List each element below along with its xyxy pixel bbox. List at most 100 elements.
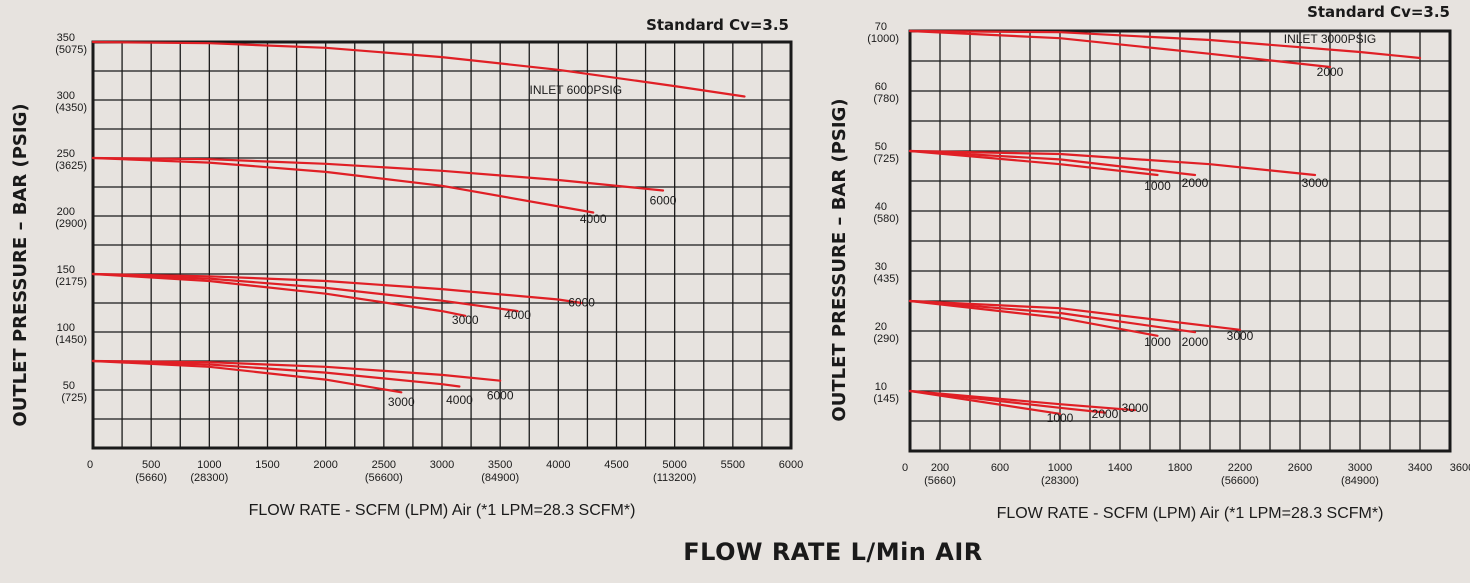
y-tick-sublabel: (5075)	[55, 44, 87, 56]
x-tick-sublabel: (28300)	[1041, 475, 1079, 487]
series-line	[91, 40, 746, 98]
x-tick-label: 2200	[1228, 462, 1252, 474]
y-tick-label: 300	[57, 90, 75, 102]
x-tick-label: 4500	[604, 459, 628, 471]
x-tick-label: 4000	[546, 459, 570, 471]
y-tick-label: 30	[875, 261, 887, 273]
x-tick-label: 5000	[662, 459, 686, 471]
series-line	[908, 29, 1332, 69]
y-tick-label: 150	[57, 264, 75, 276]
series-label: 6000	[487, 388, 514, 402]
x-tick-label: 3400	[1408, 462, 1432, 474]
series-label: 4000	[580, 212, 607, 226]
grid-lines	[909, 30, 1451, 452]
x-tick-sublabel: (5660)	[924, 475, 956, 487]
y-tick-sublabel: (290)	[873, 333, 899, 345]
series-line	[908, 149, 1317, 177]
y-tick-sublabel: (2900)	[55, 218, 87, 230]
x-tick-sublabel: (5660)	[135, 472, 167, 484]
series-label: 3000	[1122, 401, 1149, 415]
series-line	[91, 156, 665, 192]
series-line	[91, 272, 519, 313]
series-line	[908, 29, 1422, 60]
x-axis-label: FLOW RATE - SCFM (LPM) Air (*1 LPM=28.3 …	[997, 505, 1384, 522]
x-tick-label: 2600	[1288, 462, 1312, 474]
series-label: 4000	[446, 393, 473, 407]
series-label: 3000	[388, 395, 415, 409]
x-tick-sublabel: (84900)	[481, 472, 519, 484]
series-line	[908, 389, 1107, 414]
x-tick-label: 500	[142, 459, 160, 471]
series-line	[91, 359, 461, 388]
series-line	[908, 389, 1137, 412]
inlet-annotation: INLET 6000PSIG	[530, 83, 623, 97]
chart-1: Standard Cv=3.5 OUTLET PRESSURE – BAR (PS…	[10, 16, 803, 519]
series-line	[908, 299, 1197, 334]
y-tick-label: 50	[875, 141, 887, 153]
x-tick-sublabel: (56600)	[365, 472, 403, 484]
x-tick-label: 0	[902, 462, 908, 474]
series-label: 3000	[1227, 329, 1254, 343]
x-tick-label: 1000	[197, 459, 221, 471]
x-tick-sublabel: (113200)	[653, 472, 696, 484]
y-tick-label: 70	[875, 21, 887, 33]
y-tick-sublabel: (780)	[873, 93, 899, 105]
x-tick-sublabel: (84900)	[1341, 475, 1379, 487]
inlet-annotation: INLET 3000PSIG	[1284, 32, 1377, 46]
y-tick-sublabel: (580)	[873, 213, 899, 225]
series-line	[908, 299, 1242, 331]
x-tick-label: 1000	[1048, 462, 1072, 474]
y-tick-sublabel: (1000)	[867, 33, 899, 45]
y-tick-label: 60	[875, 81, 887, 93]
series-line	[908, 149, 1159, 177]
series-label: 4000	[504, 308, 531, 322]
series-line	[908, 389, 1062, 415]
x-tick-label: 1800	[1168, 462, 1192, 474]
y-tick-label: 20	[875, 321, 887, 333]
y-tick-sublabel: (145)	[873, 393, 899, 405]
series-label: 1000	[1144, 335, 1171, 349]
y-tick-label: 350	[57, 32, 75, 44]
x-tick-label: 3600	[1450, 462, 1470, 474]
chart-title: Standard Cv=3.5	[646, 16, 789, 34]
chart-title: Standard Cv=3.5	[1307, 3, 1450, 21]
x-tick-label: 1400	[1108, 462, 1132, 474]
x-tick-label: 3000	[430, 459, 454, 471]
series-label: 3000	[452, 313, 479, 327]
x-tick-label: 1500	[255, 459, 279, 471]
chart-2: Standard Cv=3.5 OUTLET PRESSURE – BAR (PS…	[829, 3, 1470, 522]
series-label: 6000	[568, 295, 595, 309]
footer-title: FLOW RATE L/Min AIR	[0, 538, 1470, 566]
x-tick-label: 5500	[721, 459, 745, 471]
y-tick-sublabel: (2175)	[55, 276, 87, 288]
x-tick-label: 2500	[372, 459, 396, 471]
grid-lines	[92, 41, 792, 449]
x-tick-label: 2000	[313, 459, 337, 471]
plot-frame	[91, 40, 793, 450]
x-tick-sublabel: (28300)	[190, 472, 228, 484]
y-axis-label: OUTLET PRESSURE – BAR (PSIG)	[10, 103, 31, 426]
y-tick-label: 40	[875, 201, 887, 213]
footer-title-text: FLOW RATE L/Min AIR	[683, 538, 983, 566]
x-tick-label: 3500	[488, 459, 512, 471]
series-label: 2000	[1182, 176, 1209, 190]
series-label: 1000	[1047, 411, 1074, 425]
y-tick-label: 250	[57, 148, 75, 160]
series-line	[91, 359, 502, 382]
series-label: 2000	[1182, 335, 1209, 349]
series-label: 2000	[1317, 65, 1344, 79]
y-tick-sublabel: (1450)	[55, 334, 87, 346]
y-tick-sublabel: (435)	[873, 273, 899, 285]
y-tick-label: 200	[57, 206, 75, 218]
x-tick-label: 0	[87, 459, 93, 471]
series-line	[908, 149, 1197, 177]
y-tick-label: 10	[875, 381, 887, 393]
series-line	[91, 272, 583, 305]
x-axis-label: FLOW RATE - SCFM (LPM) Air (*1 LPM=28.3 …	[249, 502, 636, 519]
series-line	[91, 156, 595, 214]
series-line	[908, 299, 1159, 337]
y-tick-sublabel: (725)	[61, 392, 87, 404]
series-label: 6000	[650, 193, 677, 207]
y-tick-sublabel: (3625)	[55, 160, 87, 172]
